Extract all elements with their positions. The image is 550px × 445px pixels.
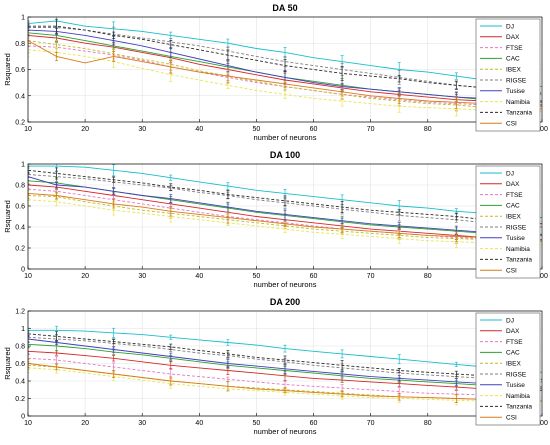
y-tick-label: 0 bbox=[21, 414, 25, 421]
x-tick-label: 30 bbox=[138, 126, 146, 133]
legend-label-csi: CSI bbox=[506, 415, 517, 422]
y-tick-label: 0.6 bbox=[15, 204, 25, 211]
x-tick-label: 10 bbox=[24, 420, 32, 427]
series-group bbox=[28, 17, 542, 117]
x-tick-label: 60 bbox=[310, 273, 318, 280]
x-tick-label: 30 bbox=[138, 420, 146, 427]
x-tick-label: 70 bbox=[367, 273, 375, 280]
y-tick-label: 0.6 bbox=[15, 67, 25, 74]
y-axis-label: Rsquared bbox=[3, 347, 12, 380]
y-tick-label: 0.2 bbox=[15, 396, 25, 403]
legend-label-ibex: IBEX bbox=[506, 67, 521, 74]
y-tick-label: 0.4 bbox=[15, 93, 25, 100]
y-tick-label: 0.2 bbox=[15, 120, 25, 127]
legend: DJ DAX FTSE CAC IBEX RIGSE Tusise Namibia Tanzan… bbox=[475, 18, 541, 132]
plot-frame bbox=[27, 310, 543, 417]
legend-label-rigse: RIGSE bbox=[506, 224, 527, 231]
legend-label-namibia: Namibia bbox=[506, 99, 530, 106]
legend-label-rigse: RIGSE bbox=[506, 371, 527, 378]
x-tick-label: 50 bbox=[253, 420, 261, 427]
x-tick-label: 100 bbox=[536, 273, 548, 280]
legend-label-namibia: Namibia bbox=[506, 393, 530, 400]
x-tick-label: 70 bbox=[367, 126, 375, 133]
legend-label-dj: DJ bbox=[506, 23, 514, 30]
x-tick-label: 50 bbox=[253, 273, 261, 280]
x-axis-label: number of neurons bbox=[254, 427, 317, 436]
y-tick-label: 0.4 bbox=[15, 379, 25, 386]
x-tick-label: 100 bbox=[536, 126, 548, 133]
legend-label-dax: DAX bbox=[506, 328, 520, 335]
legend-label-tusise: Tusise bbox=[506, 382, 525, 389]
legend: DJ DAX FTSE CAC IBEX RIGSE Tusise Namibia Tanzan… bbox=[475, 312, 541, 426]
x-axis-label: number of neurons bbox=[254, 280, 317, 289]
x-tick-label: 40 bbox=[195, 420, 203, 427]
legend-label-ibex: IBEX bbox=[506, 214, 521, 221]
y-tick-label: 1 bbox=[21, 162, 25, 169]
x-tick-label: 20 bbox=[81, 273, 89, 280]
legend-label-ftse: FTSE bbox=[506, 339, 523, 346]
legend-label-tusise: Tusise bbox=[506, 88, 525, 95]
x-tick-label: 60 bbox=[310, 126, 318, 133]
legend-label-csi: CSI bbox=[506, 268, 517, 275]
legend-label-dax: DAX bbox=[506, 34, 520, 41]
legend-label-ftse: FTSE bbox=[506, 192, 523, 199]
y-tick-label: 0.6 bbox=[15, 361, 25, 368]
y-tick-label: 0.4 bbox=[15, 225, 25, 232]
legend-label-tusise: Tusise bbox=[506, 235, 525, 242]
legend-label-namibia: Namibia bbox=[506, 246, 530, 253]
y-tick-label: 0 bbox=[21, 267, 25, 274]
series-group bbox=[28, 164, 542, 248]
legend-label-csi: CSI bbox=[506, 121, 517, 128]
plot-frame bbox=[27, 16, 543, 123]
legend-label-dj: DJ bbox=[506, 317, 514, 324]
y-axis-label: Rsquared bbox=[3, 53, 12, 86]
plot-frame bbox=[27, 163, 543, 270]
legend-label-rigse: RIGSE bbox=[506, 77, 527, 84]
x-tick-label: 40 bbox=[195, 126, 203, 133]
y-tick-label: 1.2 bbox=[15, 309, 25, 316]
legend-label-ftse: FTSE bbox=[506, 45, 523, 52]
y-tick-label: 0.2 bbox=[15, 246, 25, 253]
legend-label-tanzania: Tanzania bbox=[506, 257, 532, 264]
x-tick-label: 10 bbox=[24, 126, 32, 133]
x-tick-label: 70 bbox=[367, 420, 375, 427]
x-tick-label: 20 bbox=[81, 420, 89, 427]
x-tick-label: 80 bbox=[424, 273, 432, 280]
x-tick-label: 40 bbox=[195, 273, 203, 280]
y-tick-label: 1 bbox=[21, 15, 25, 22]
legend-label-ibex: IBEX bbox=[506, 361, 521, 368]
legend-label-dj: DJ bbox=[506, 170, 514, 177]
chart-title: DA 50 bbox=[272, 3, 297, 13]
y-axis-label: Rsquared bbox=[3, 200, 12, 233]
x-tick-label: 80 bbox=[424, 126, 432, 133]
legend-label-dax: DAX bbox=[506, 181, 520, 188]
y-tick-label: 0.8 bbox=[15, 344, 25, 351]
chart-panel-da-200: 10203040506070809010000.20.40.60.811.2DA… bbox=[3, 297, 548, 436]
x-tick-label: 60 bbox=[310, 420, 318, 427]
chart-title: DA 200 bbox=[270, 297, 300, 307]
x-tick-label: 30 bbox=[138, 273, 146, 280]
x-axis-label: number of neurons bbox=[254, 133, 317, 142]
x-tick-label: 50 bbox=[253, 126, 261, 133]
y-tick-label: 0.8 bbox=[15, 41, 25, 48]
legend-label-cac: CAC bbox=[506, 350, 520, 357]
x-tick-label: 20 bbox=[81, 126, 89, 133]
legend-label-tanzania: Tanzania bbox=[506, 110, 532, 117]
legend-label-tanzania: Tanzania bbox=[506, 404, 532, 411]
chart-title: DA 100 bbox=[270, 150, 300, 160]
series-group bbox=[28, 325, 542, 406]
legend-label-cac: CAC bbox=[506, 203, 520, 210]
legend: DJ DAX FTSE CAC IBEX RIGSE Tusise Namibia Tanzan… bbox=[475, 165, 541, 279]
x-tick-label: 100 bbox=[536, 420, 548, 427]
legend-label-cac: CAC bbox=[506, 56, 520, 63]
y-tick-label: 0.8 bbox=[15, 183, 25, 190]
y-tick-label: 1 bbox=[21, 326, 25, 333]
x-tick-label: 80 bbox=[424, 420, 432, 427]
x-tick-label: 10 bbox=[24, 273, 32, 280]
